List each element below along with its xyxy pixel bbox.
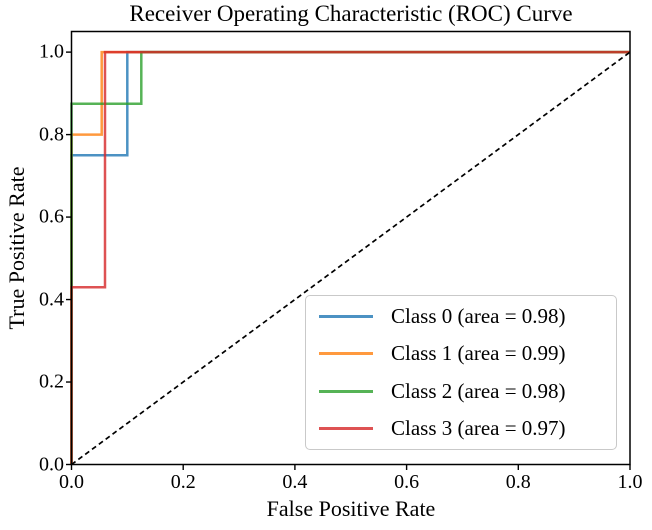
legend-item-class-3: Class 3 (area = 0.97) — [306, 410, 616, 447]
legend-line-swatch-class-1 — [319, 352, 373, 356]
x-tick-label-0.4: 0.4 — [282, 471, 308, 493]
chart-title: Receiver Operating Characteristic (ROC) … — [129, 1, 573, 26]
x-tick-label-0.6: 0.6 — [394, 471, 420, 493]
legend-line-swatch-class-2 — [319, 389, 373, 393]
x-tick-label-0.0: 0.0 — [59, 471, 84, 493]
x-tick-label-0.2: 0.2 — [170, 471, 196, 493]
chance-diagonal — [70, 51, 631, 466]
legend: Class 0 (area = 0.98) Class 1 (area = 0.9… — [305, 295, 617, 450]
x-tick-label-1.0: 1.0 — [617, 471, 643, 493]
legend-line-swatch-class-3 — [319, 426, 373, 430]
axes-box — [70, 30, 631, 466]
legend-line-swatch-class-0 — [319, 315, 373, 319]
y-tick-label-0.4: 0.4 — [39, 288, 64, 311]
y-tick-label-0.6: 0.6 — [39, 205, 64, 228]
y-tick-label-0.0: 0.0 — [39, 453, 64, 475]
legend-item-class-0: Class 0 (area = 0.98) — [306, 298, 616, 335]
legend-label-class-0: Class 0 (area = 0.98) — [391, 304, 566, 329]
legend-item-class-2: Class 2 (area = 0.98) — [306, 373, 616, 410]
y-tick-label-1.0: 1.0 — [39, 40, 64, 63]
y-tick-label-0.8: 0.8 — [39, 123, 64, 146]
x-tick-label-0.8: 0.8 — [505, 471, 531, 493]
legend-item-class-1: Class 1 (area = 0.99) — [306, 335, 616, 372]
legend-label-class-2: Class 2 (area = 0.98) — [391, 378, 566, 403]
y-tick-label-0.2: 0.2 — [39, 370, 64, 393]
x-axis-label: False Positive Rate — [266, 496, 436, 521]
legend-label-class-3: Class 3 (area = 0.97) — [391, 415, 566, 440]
legend-label-class-1: Class 1 (area = 0.99) — [391, 341, 566, 366]
